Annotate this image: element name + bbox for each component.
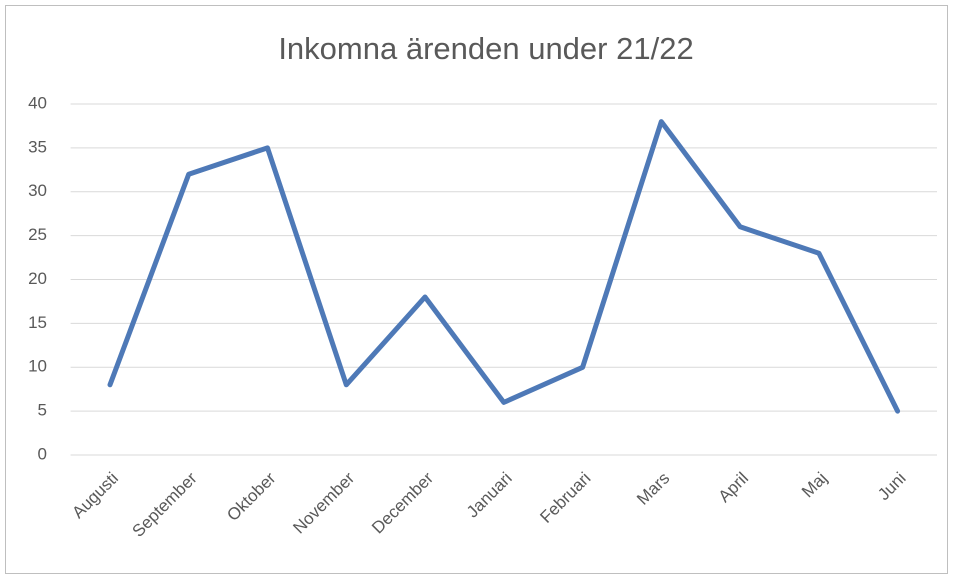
y-tick-label: 15 xyxy=(28,313,47,332)
chart-border xyxy=(5,5,948,574)
y-tick-label: 10 xyxy=(28,357,47,376)
y-tick-label: 0 xyxy=(38,444,47,463)
chart-title: Inkomna ärenden under 21/22 xyxy=(278,31,693,66)
y-tick-label: 25 xyxy=(28,225,47,244)
y-tick-label: 35 xyxy=(28,137,47,156)
y-tick-label: 40 xyxy=(28,93,47,112)
y-tick-label: 5 xyxy=(38,401,47,420)
y-tick-label: 30 xyxy=(28,181,47,200)
y-tick-label: 20 xyxy=(28,269,47,288)
data-line xyxy=(107,119,901,414)
